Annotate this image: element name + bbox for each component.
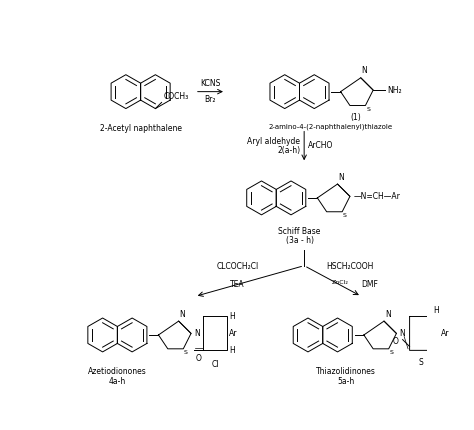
Text: COCH₃: COCH₃ xyxy=(163,92,188,101)
Text: Thiazolidinones: Thiazolidinones xyxy=(316,367,376,376)
Text: 5a-h: 5a-h xyxy=(337,377,355,386)
Text: (1): (1) xyxy=(351,113,362,122)
Text: N: N xyxy=(362,67,367,76)
Text: H: H xyxy=(229,312,235,321)
Text: S: S xyxy=(343,213,347,218)
Text: H: H xyxy=(434,306,439,315)
Text: Aryl aldehyde: Aryl aldehyde xyxy=(247,137,300,146)
Text: NH₂: NH₂ xyxy=(387,86,402,95)
Text: Azetiodionones: Azetiodionones xyxy=(88,367,147,376)
Text: KCNS: KCNS xyxy=(200,79,220,88)
Text: Ar: Ar xyxy=(229,329,237,338)
Text: TEA: TEA xyxy=(230,280,245,289)
Text: O: O xyxy=(195,354,201,363)
Text: DMF: DMF xyxy=(362,280,378,289)
Text: Schiff Base: Schiff Base xyxy=(278,227,321,236)
Text: N: N xyxy=(385,310,391,319)
Text: ArCHO: ArCHO xyxy=(308,141,333,150)
Text: —N=CH—Ar: —N=CH—Ar xyxy=(354,192,401,201)
Text: Ar: Ar xyxy=(441,329,450,338)
Text: N: N xyxy=(194,329,200,338)
Text: S: S xyxy=(390,350,393,355)
Text: CLCOCH₂Cl: CLCOCH₂Cl xyxy=(216,262,259,271)
Text: Cl: Cl xyxy=(211,359,219,369)
Text: S: S xyxy=(418,358,423,367)
Text: N: N xyxy=(400,329,405,338)
Text: 2-Acetyl naphthalene: 2-Acetyl naphthalene xyxy=(100,124,182,133)
Text: H: H xyxy=(229,346,235,355)
Text: Br₂: Br₂ xyxy=(205,95,216,104)
Text: HSCH₂COOH: HSCH₂COOH xyxy=(326,262,374,271)
Text: S: S xyxy=(366,107,370,112)
Text: N: N xyxy=(180,310,185,319)
Text: O: O xyxy=(393,337,399,346)
Text: 2-amino-4-(2-naphthalenyl)thiazole: 2-amino-4-(2-naphthalenyl)thiazole xyxy=(268,124,392,130)
Text: 2(a-h): 2(a-h) xyxy=(277,146,300,155)
Text: S: S xyxy=(184,350,188,355)
Text: 4a-h: 4a-h xyxy=(109,377,126,386)
Text: N: N xyxy=(338,173,344,182)
Text: (3a - h): (3a - h) xyxy=(285,237,313,246)
Text: ZnCl₂: ZnCl₂ xyxy=(332,280,349,285)
